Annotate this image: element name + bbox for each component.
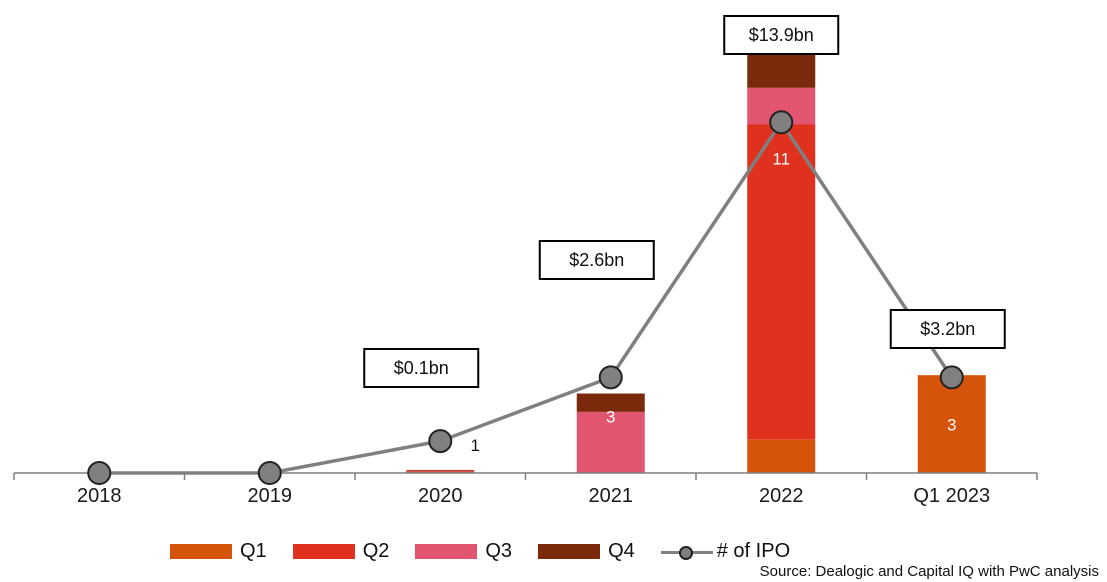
bar-q4-2 — [406, 469, 475, 471]
bar-q3-2 — [406, 470, 475, 472]
legend-label-q3: Q3 — [485, 540, 513, 562]
legend-label-q1: Q1 — [240, 540, 267, 562]
ipo-count-marker-2 — [428, 429, 453, 454]
value-box-4 — [723, 15, 840, 55]
value-label-3: $2.6bn — [569, 250, 624, 270]
value-box-2 — [363, 348, 480, 388]
legend-label-q4: Q4 — [608, 540, 635, 562]
bar-q2-2 — [406, 471, 475, 473]
legend-label-ipo-count: # of IPO — [716, 540, 791, 562]
ipo-count-marker-3 — [598, 365, 623, 390]
ipo-chart: 2018 2019 2020 2021 2022 Q1 2023 1 3 11 3 $0.1bn $2… — [13, 15, 1038, 507]
ipo-count-label-2: 1 — [471, 436, 480, 455]
value-label-5: $3.2bn — [920, 319, 975, 339]
legend-item-q4: Q4 — [538, 540, 635, 563]
legend-item-q2: Q2 — [292, 540, 390, 563]
ipo-count-label-5: 3 — [947, 415, 956, 434]
ipo-count-marker-1 — [257, 461, 282, 485]
value-box-3 — [538, 240, 655, 280]
ipo-count-marker-5 — [939, 365, 964, 390]
x-tick-label-4: 2022 — [759, 485, 804, 507]
legend-item-ipo-count: # of IPO — [660, 540, 791, 563]
value-label-4: $13.9bn — [749, 25, 814, 45]
legend-swatch-q4 — [538, 544, 601, 559]
value-box-5 — [889, 309, 1006, 349]
x-tick-label-2: 2020 — [418, 485, 463, 507]
value-label-2: $0.1bn — [394, 358, 449, 378]
bar-q3-3 — [576, 411, 645, 473]
ipo-count-label-3: 3 — [606, 407, 615, 426]
legend-swatch-q2 — [292, 544, 355, 559]
ipo-count-marker-0 — [87, 461, 112, 485]
legend-item-q1: Q1 — [170, 540, 267, 563]
bar-q2-4 — [747, 124, 816, 440]
bar-q1-4 — [747, 439, 816, 473]
legend-swatch-q3 — [415, 544, 478, 559]
x-tick-label-0: 2018 — [77, 485, 122, 507]
legend-label-q2: Q2 — [362, 540, 390, 562]
legend: Q1 Q2 Q3 Q4 # of IPO — [170, 540, 816, 563]
bar-q1-5 — [917, 375, 986, 473]
x-tick-label-1: 2019 — [248, 485, 293, 507]
x-tick-label-3: 2021 — [589, 485, 634, 507]
x-tick-label-5: Q1 2023 — [913, 485, 990, 507]
ipo-count-line — [99, 119, 954, 475]
ipo-count-label-4: 11 — [772, 149, 790, 168]
source-note: Source: Dealogic and Capital IQ with PwC… — [759, 563, 1099, 580]
legend-line-marker-icon — [660, 544, 713, 560]
bar-q4-3 — [576, 393, 645, 412]
legend-item-q3: Q3 — [415, 540, 512, 563]
legend-swatch-q1 — [170, 544, 232, 559]
ipo-count-marker-4 — [769, 110, 794, 135]
